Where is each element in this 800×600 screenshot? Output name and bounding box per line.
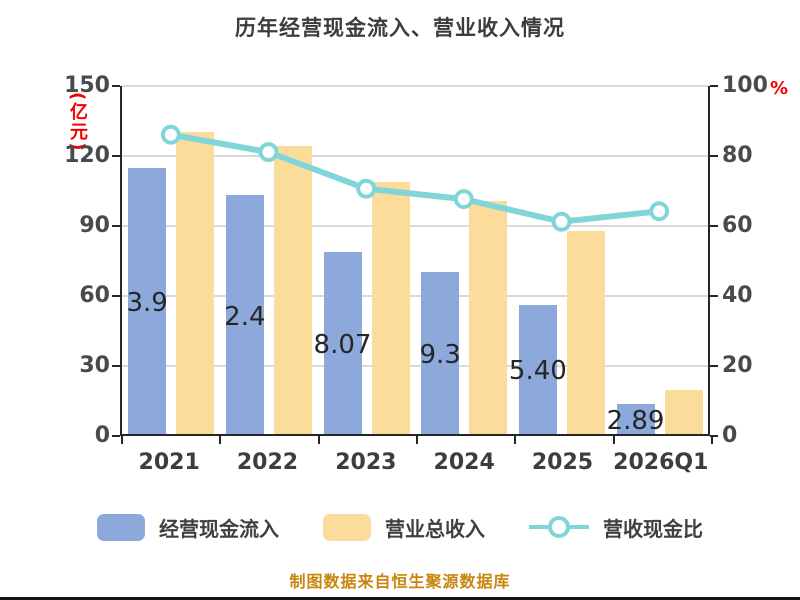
legend-label: 营业总收入: [385, 516, 485, 541]
x-boundary-tick: [416, 436, 418, 444]
right-axis-unit-label: %: [770, 78, 789, 99]
left-axis-tick-label: 30: [79, 353, 110, 378]
ratio-marker-2022: [258, 142, 279, 163]
left-tick-60: [112, 295, 120, 297]
legend-swatch-icon: [323, 513, 371, 541]
revenue-bar-2024: [469, 200, 508, 434]
left-tick-90: [112, 225, 120, 227]
cash-inflow-bar-label-2022: 2.4: [224, 301, 266, 332]
bottom-border-line: [0, 597, 800, 600]
x-axis-label-2026Q1: 2026Q1: [613, 450, 709, 475]
cash-inflow-bar-2023: [323, 251, 362, 434]
left-axis-tick-label: 90: [79, 213, 110, 238]
cash-inflow-bar-2022: [225, 195, 264, 434]
x-axis-label-2023: 2023: [335, 450, 397, 475]
x-boundary-tick: [121, 436, 123, 444]
cash-inflow-bar-2021: [128, 168, 167, 434]
right-axis-tick-label: 0: [722, 423, 738, 448]
legend-line-marker-icon: [529, 512, 589, 542]
right-axis-tick-label: 20: [722, 353, 753, 378]
legend-item-2: 营业总收入: [323, 513, 485, 542]
legend-item-3: 营收现金比: [529, 512, 703, 542]
legend-label: 营收现金比: [603, 516, 703, 541]
right-tick-40: [710, 295, 718, 297]
ratio-marker-2025: [551, 211, 572, 232]
right-axis-tick-label: 40: [722, 283, 753, 308]
revenue-bar-2023: [371, 182, 410, 434]
revenue-bar-2026Q1: [664, 389, 703, 434]
left-tick-150: [112, 85, 120, 87]
x-boundary-tick: [219, 436, 222, 444]
legend-item-1: 经营现金流入: [97, 513, 279, 542]
cash-inflow-bar-label-2026Q1: 2.89: [606, 405, 665, 436]
right-axis-tick-label: 100: [722, 73, 768, 98]
bar-group-2024: 9.3: [415, 86, 513, 434]
revenue-bar-2025: [566, 231, 605, 434]
x-axis-label-2025: 2025: [531, 450, 594, 475]
legend: 经营现金流入 营业总收入 营收现金比: [0, 512, 800, 542]
cash-inflow-bar-label-2021: 3.9: [126, 288, 168, 319]
ratio-line: [160, 124, 670, 232]
legend-swatch-icon: [97, 513, 145, 541]
right-axis-tick-label: 80: [722, 143, 753, 168]
ratio-marker-2023: [356, 178, 377, 199]
revenue-bar-2022: [273, 145, 312, 434]
left-axis-tick-label: 60: [79, 283, 110, 308]
right-tick-100: [710, 85, 718, 87]
chart-footer-source: 制图数据来自恒生聚源数据库: [289, 572, 511, 591]
bar-group-2026Q1: 2.89: [606, 86, 708, 436]
bar-groups: 3.9 2.4 8.07 9.3 5.40 2.89: [122, 86, 708, 436]
legend-label: 经营现金流入: [159, 516, 279, 541]
right-tick-0: [710, 435, 718, 437]
left-tick-0: [112, 435, 120, 437]
left-axis-tick-label: 150: [64, 73, 110, 98]
left-tick-30: [112, 365, 120, 367]
ratio-marker-2026Q1: [649, 201, 670, 222]
gridline-60: [122, 295, 708, 297]
right-tick-60: [710, 225, 718, 227]
x-axis-label-2021: 2021: [138, 450, 200, 475]
left-axis-tick-label: 120: [64, 143, 110, 168]
gridline-120: [122, 155, 708, 157]
ratio-marker-2024: [453, 189, 474, 210]
x-boundary-tick: [514, 436, 517, 444]
right-tick-80: [710, 155, 718, 157]
chart-title: 历年经营现金流入、营业收入情况: [235, 16, 565, 40]
plot-area: 3.9 2.4 8.07 9.3 5.40 2.89: [112, 85, 718, 444]
x-boundary-tick: [317, 436, 320, 444]
cash-inflow-bar-label-2024: 9.3: [419, 340, 461, 371]
left-axis-tick-label: 0: [94, 423, 110, 448]
ratio-line-path: [167, 131, 663, 225]
cash-inflow-bar-2025: [518, 304, 557, 434]
x-axis-labels: 2021 2022 2023 2024 2025 2026Q1: [120, 450, 710, 475]
cash-inflow-bar-2024: [421, 272, 460, 434]
gridline-150: [122, 85, 708, 87]
x-boundary-tick: [612, 436, 615, 444]
cash-inflow-bar-label-2025: 5.40: [508, 356, 567, 387]
cash-inflow-bar-2026Q1: [616, 403, 655, 434]
bar-group-2023: 8.07: [313, 86, 415, 434]
gridline-90: [122, 225, 708, 227]
x-boundary-tick: [711, 436, 713, 444]
x-axis-label-2024: 2024: [433, 450, 495, 475]
right-axis-tick-label: 60: [722, 213, 753, 238]
x-axis-label-2022: 2022: [236, 450, 299, 475]
bar-group-2022: 2.4: [220, 86, 318, 434]
bar-group-2025: 5.40: [509, 86, 611, 434]
gridline-30: [122, 365, 708, 367]
left-axis-unit-label: (亿元): [67, 92, 88, 153]
left-tick-120: [112, 155, 120, 157]
bar-group-2021: 3.9: [122, 86, 220, 434]
cash-inflow-bar-label-2023: 8.07: [313, 329, 372, 360]
right-tick-20: [710, 365, 718, 367]
revenue-bar-2021: [176, 131, 215, 434]
ratio-marker-2021: [160, 124, 181, 145]
